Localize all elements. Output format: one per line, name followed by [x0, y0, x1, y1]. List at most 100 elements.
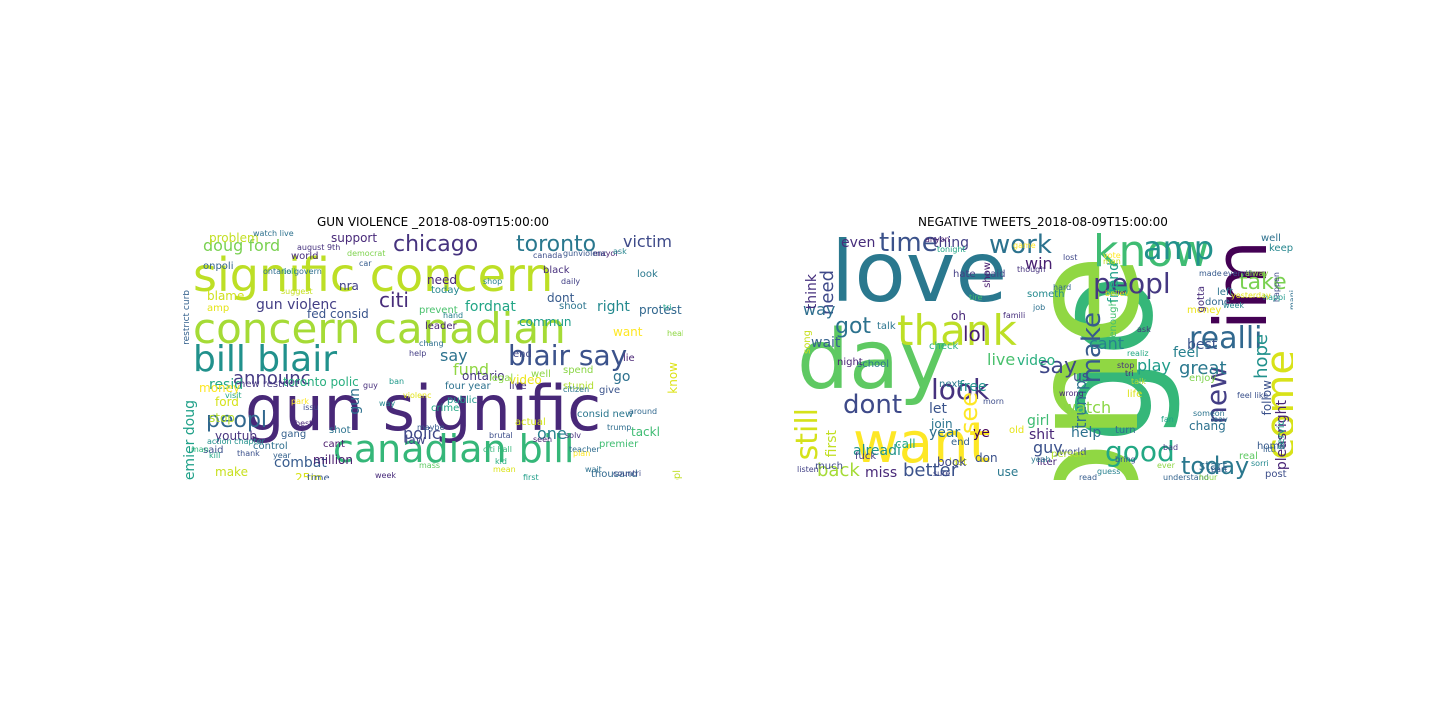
cloud-word: mani — [1288, 290, 1293, 310]
cloud-word: live — [987, 350, 1016, 369]
cloud-word: said — [203, 445, 224, 456]
cloud-word: amp — [207, 303, 230, 314]
cloud-word: tri — [663, 303, 672, 312]
cloud-word: turn — [1115, 425, 1136, 436]
cloud-word: lost — [1063, 253, 1078, 262]
cloud-word: commun — [519, 315, 572, 329]
cloud-word: call — [895, 437, 916, 451]
cloud-word: week — [1223, 301, 1245, 310]
cloud-word: daily — [561, 277, 581, 286]
cloud-word: thing — [933, 235, 970, 251]
cloud-word: need — [427, 273, 457, 287]
negative-tweets-title: NEGATIVE TWEETS_2018-08-09T15:00:00 — [918, 215, 1168, 229]
cloud-word: mean — [493, 465, 516, 474]
cloud-word: around — [629, 407, 658, 416]
cloud-word: maybe — [417, 423, 445, 432]
cloud-word: fed consid — [307, 307, 369, 321]
cloud-word: peopl — [1093, 267, 1171, 300]
cloud-word: next — [939, 379, 962, 390]
cloud-word: seen — [533, 435, 553, 444]
cloud-word: black — [543, 265, 570, 276]
cloud-word: issu — [303, 403, 319, 412]
cloud-word: blame — [207, 289, 245, 303]
cloud-word: got — [835, 314, 872, 339]
cloud-word: live — [509, 381, 527, 392]
cloud-word: realli — [1189, 321, 1263, 356]
cloud-word: four year — [445, 381, 491, 392]
cloud-word: canada — [533, 251, 563, 260]
cloud-word: vote — [1103, 251, 1121, 260]
cloud-word: end — [513, 349, 532, 360]
cloud-word: premier doug — [183, 400, 198, 480]
cloud-word: fan — [1161, 415, 1174, 424]
cloud-word: cant — [1089, 334, 1125, 353]
cloud-word: time — [307, 473, 330, 481]
cloud-word: year — [273, 451, 291, 460]
cloud-word: car — [359, 259, 372, 268]
cloud-word: leav — [1211, 415, 1228, 424]
cloud-word: time — [879, 230, 938, 258]
cloud-word: money — [1187, 305, 1222, 316]
cloud-word: ever — [1157, 461, 1175, 470]
cloud-word: teacher — [569, 445, 600, 454]
cloud-word: enough — [1108, 300, 1119, 338]
cloud-word: fordnat — [465, 299, 516, 315]
cloud-word: world — [1059, 447, 1087, 458]
cloud-word: right — [597, 299, 630, 315]
cloud-word: solv — [565, 431, 582, 440]
cloud-word: gang — [281, 429, 307, 440]
cloud-word: new restrict — [239, 379, 299, 390]
cloud-word: left — [1217, 287, 1234, 298]
cloud-word: ban — [389, 377, 405, 386]
cloud-word: talk — [1131, 377, 1146, 386]
cloud-word: enjoy — [1189, 373, 1217, 384]
cloud-word: listen — [797, 465, 819, 474]
cloud-word: gunviolenc — [563, 249, 607, 258]
cloud-word: work — [989, 230, 1052, 260]
cloud-word: say — [1039, 354, 1077, 379]
cloud-word: morn — [983, 397, 1004, 406]
cloud-word: fuck — [855, 451, 877, 462]
cloud-word: mass — [419, 461, 441, 470]
cloud-word: way — [379, 399, 396, 408]
cloud-word: shop — [483, 277, 503, 286]
cloud-word: know — [666, 362, 680, 394]
cloud-word: don — [975, 451, 998, 465]
cloud-word: citi hall — [483, 445, 512, 454]
cloud-word: restrict curb — [183, 290, 192, 345]
cloud-word: tonight — [937, 245, 966, 254]
cloud-word: consid new — [577, 409, 634, 420]
cloud-word: visit — [225, 391, 242, 400]
cloud-word: stop — [209, 411, 235, 425]
cloud-word: hope — [1251, 334, 1272, 379]
cloud-word: night — [837, 357, 863, 368]
cloud-word: us — [1073, 369, 1090, 385]
cloud-word: school — [857, 359, 890, 370]
cloud-word: watch live — [253, 230, 294, 238]
cloud-word: today — [431, 285, 460, 296]
cloud-word: wrong — [1059, 389, 1084, 398]
cloud-word: much — [815, 461, 843, 472]
cloud-word: last — [949, 457, 968, 468]
cloud-word: cant — [323, 439, 345, 450]
cloud-word: legal — [489, 373, 514, 384]
cloud-word: gotta — [1196, 286, 1207, 313]
cloud-word: tell — [283, 267, 296, 276]
cloud-word: one — [537, 424, 567, 443]
cloud-word: someon — [1193, 409, 1225, 418]
cloud-word: thousand — [591, 469, 638, 480]
cloud-word: yesterday — [1231, 291, 1271, 300]
cloud-word: start — [1199, 459, 1227, 473]
cloud-word: tri — [1125, 369, 1134, 378]
cloud-word: hard — [1053, 283, 1072, 292]
cloud-word: read — [1079, 473, 1098, 481]
cloud-word: thank — [237, 449, 260, 458]
cloud-word: understand — [1163, 473, 1209, 481]
cloud-word: mayor — [593, 249, 619, 258]
cloud-word: video — [509, 373, 542, 387]
cloud-word: bill blair — [193, 339, 338, 380]
cloud-word: august 9th — [297, 243, 341, 252]
cloud-word: still — [793, 408, 825, 461]
cloud-word: watch — [1063, 398, 1112, 417]
cloud-word: ontario — [462, 369, 505, 383]
